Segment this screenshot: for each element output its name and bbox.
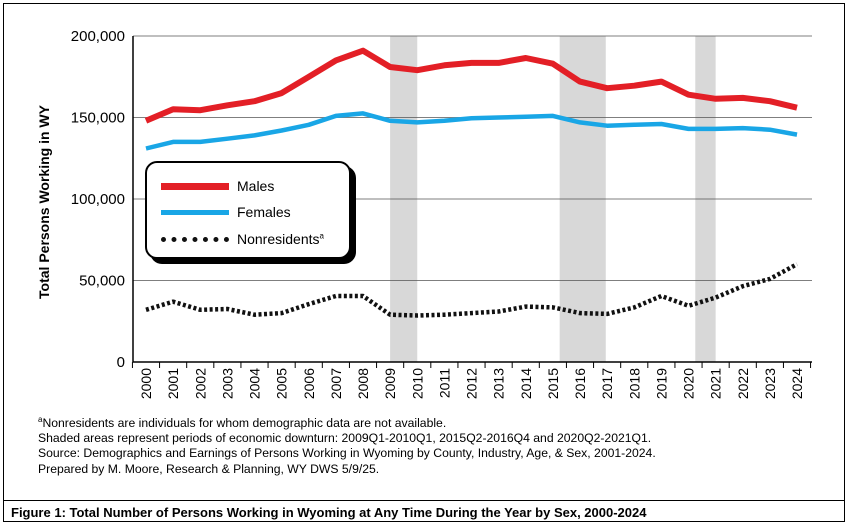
- note-source: Source: Demographics and Earnings of Per…: [38, 446, 656, 461]
- x-tick-label: 2003: [219, 368, 235, 399]
- x-tick-label: 2010: [409, 368, 425, 399]
- x-tick-label: 2022: [735, 368, 751, 399]
- note-footnote-marker: a: [38, 415, 43, 424]
- x-tick-label: 2001: [165, 368, 181, 399]
- y-tick-label: 200,000: [71, 28, 125, 45]
- x-tick-label: 2015: [545, 368, 561, 399]
- x-tick-label: 2020: [681, 368, 697, 399]
- note-nonresidents-text: Nonresidents are individuals for whom de…: [42, 416, 447, 431]
- legend-label-nonresidents: Nonresidentsa: [237, 231, 324, 247]
- legend-swatch-females: [161, 209, 229, 215]
- x-tick-label: 2006: [301, 368, 317, 399]
- figure-caption: Figure 1: Total Number of Persons Workin…: [11, 505, 647, 520]
- x-tick-label: 2000: [138, 368, 154, 399]
- legend-item-nonresidents: Nonresidentsa: [161, 229, 324, 249]
- x-tick-label: 2021: [708, 368, 724, 399]
- x-tick-label: 2007: [328, 368, 344, 399]
- series-line-females: [145, 111, 798, 151]
- note-shaded-areas: Shaded areas represent periods of econom…: [38, 431, 652, 446]
- y-tick-label: 150,000: [71, 110, 125, 127]
- legend-swatch-males: [161, 182, 229, 190]
- x-tick-label: 2017: [599, 368, 615, 399]
- x-tick-label: 2008: [355, 368, 371, 399]
- x-tick-label: 2012: [464, 368, 480, 399]
- x-tick-label: 2009: [382, 368, 398, 399]
- x-tick-label: 2005: [274, 368, 290, 399]
- y-tick-label: 0: [117, 354, 125, 371]
- legend-label-nonresidents-text: Nonresidents: [237, 231, 320, 247]
- y-axis-label: Total Persons Working in WY: [36, 104, 52, 299]
- legend-footnote-marker: a: [319, 231, 324, 241]
- legend-label-males: Males: [237, 178, 275, 194]
- x-tick-label: 2016: [572, 368, 588, 399]
- note-nonresidents: aNonresidents are individuals for whom d…: [38, 412, 818, 431]
- x-tick-label: 2019: [653, 368, 669, 399]
- x-tick-label: 2011: [436, 368, 452, 398]
- caption-bar: Figure 1: Total Number of Persons Workin…: [3, 500, 845, 525]
- y-tick-label: 100,000: [71, 191, 125, 208]
- x-tick-label: 2004: [247, 368, 263, 399]
- chart-notes: aNonresidents are individuals for whom d…: [38, 412, 818, 477]
- legend-label-females: Females: [237, 204, 291, 220]
- series-line-males: [144, 47, 798, 124]
- legend: Males Females Nonresidentsa: [145, 161, 351, 259]
- x-tick-label: 2013: [491, 368, 507, 399]
- figure-frame: [3, 3, 845, 522]
- legend-item-females: Females: [161, 202, 291, 222]
- x-tick-label: 2002: [192, 368, 208, 399]
- y-tick-label: 50,000: [79, 273, 125, 290]
- x-tick-label: 2014: [518, 368, 534, 399]
- series-lines: [144, 47, 799, 318]
- legend-item-males: Males: [161, 176, 274, 196]
- legend-swatch-nonresidents: [161, 236, 229, 242]
- axes: 0 50,000 100,000 150,000 200,000 2000 2001 2002…: [71, 28, 812, 399]
- note-prepared-by: Prepared by M. Moore, Research & Plannin…: [38, 461, 380, 476]
- x-tick-label: 2023: [762, 368, 778, 399]
- x-tick-label: 2018: [626, 368, 642, 399]
- x-tick-label: 2024: [789, 368, 805, 399]
- series-line-nonresidents: [145, 262, 799, 318]
